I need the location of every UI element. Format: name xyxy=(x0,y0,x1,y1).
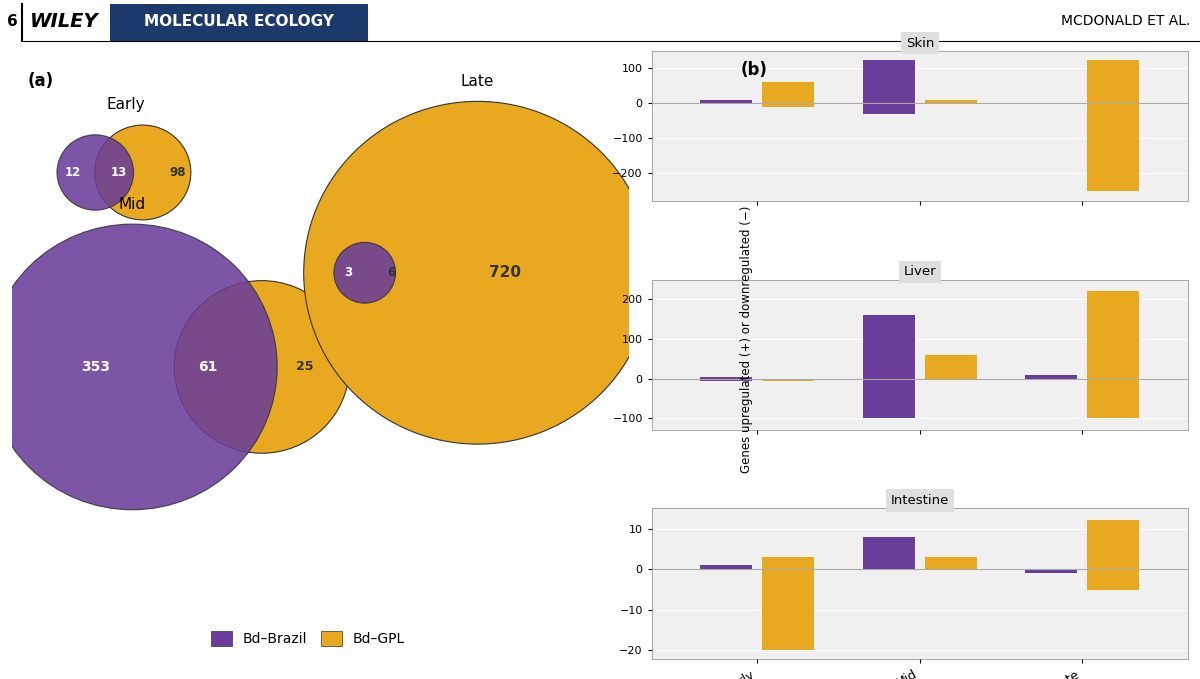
Text: (b): (b) xyxy=(740,61,767,79)
Circle shape xyxy=(95,125,191,220)
Bar xyxy=(701,565,752,569)
Text: 3: 3 xyxy=(344,266,352,279)
Bar xyxy=(1026,569,1078,573)
Text: 353: 353 xyxy=(80,360,109,374)
Bar xyxy=(762,569,815,650)
Circle shape xyxy=(58,135,133,210)
Text: 12: 12 xyxy=(65,166,80,179)
Bar xyxy=(1087,60,1139,103)
Legend: Bd–Brazil, Bd–GPL: Bd–Brazil, Bd–GPL xyxy=(205,626,410,652)
Bar xyxy=(762,557,815,569)
Circle shape xyxy=(304,101,652,444)
Bar xyxy=(762,82,815,103)
Text: Genes upregulated (+) or downregulated (−): Genes upregulated (+) or downregulated (… xyxy=(740,206,752,473)
Bar xyxy=(863,378,914,418)
Bar xyxy=(1026,375,1078,378)
Text: 6: 6 xyxy=(7,14,18,29)
Bar xyxy=(762,378,815,380)
Text: (a): (a) xyxy=(28,72,54,90)
Title: Skin: Skin xyxy=(906,37,934,50)
Bar xyxy=(1087,103,1139,191)
Bar xyxy=(925,557,977,569)
Text: 25: 25 xyxy=(296,361,313,373)
Text: Early: Early xyxy=(107,96,145,111)
Text: MOLECULAR ECOLOGY: MOLECULAR ECOLOGY xyxy=(144,14,335,29)
Bar xyxy=(701,100,752,103)
Circle shape xyxy=(0,224,277,510)
Bar xyxy=(1087,520,1139,569)
Bar xyxy=(1087,378,1139,418)
FancyBboxPatch shape xyxy=(110,3,368,41)
Text: 61: 61 xyxy=(198,360,217,374)
Bar xyxy=(1087,291,1139,378)
Title: Intestine: Intestine xyxy=(890,494,949,507)
Text: 98: 98 xyxy=(169,166,186,179)
Bar xyxy=(762,103,815,107)
Text: 6: 6 xyxy=(388,266,395,279)
Text: MCDONALD ET AL.: MCDONALD ET AL. xyxy=(1061,14,1190,29)
Text: Late: Late xyxy=(461,73,494,88)
Text: 13: 13 xyxy=(110,166,127,179)
Circle shape xyxy=(174,280,349,453)
Bar xyxy=(701,378,752,380)
Bar xyxy=(863,60,914,103)
Bar xyxy=(925,100,977,103)
Bar xyxy=(863,315,914,378)
Text: Mid: Mid xyxy=(119,197,146,212)
Bar xyxy=(1087,569,1139,589)
Bar xyxy=(863,103,914,114)
Circle shape xyxy=(334,242,396,303)
Bar xyxy=(863,536,914,569)
Bar xyxy=(925,354,977,378)
Text: 720: 720 xyxy=(490,265,521,280)
Text: WILEY: WILEY xyxy=(30,12,98,31)
Title: Liver: Liver xyxy=(904,265,936,278)
